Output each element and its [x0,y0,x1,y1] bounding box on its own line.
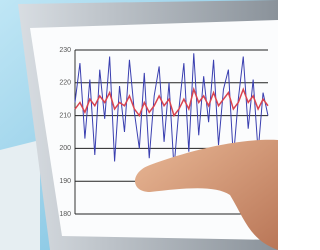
y-tick-label: 230 [59,47,71,54]
second-screen [0,140,40,250]
y-tick-label: 190 [59,178,71,185]
photo: 180 190 200 210 220 230 [0,0,278,250]
y-tick-label: 220 [59,80,71,87]
y-tick-label: 210 [59,112,71,119]
y-tick-label: 200 [59,145,71,152]
y-tick-label: 180 [59,211,71,218]
